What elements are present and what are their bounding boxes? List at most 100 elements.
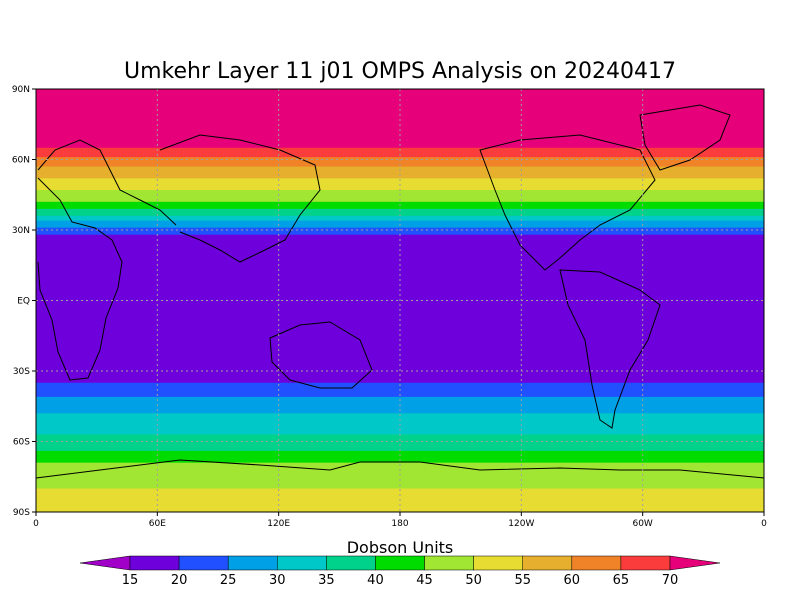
contour-band — [36, 441, 764, 445]
colorbar-swatch — [571, 555, 622, 571]
contour-band — [36, 220, 764, 224]
contour-band — [36, 140, 764, 144]
contour-band — [36, 507, 764, 511]
colorbar-swatch — [178, 555, 229, 571]
colorbar-tick-label: 50 — [465, 573, 482, 588]
contour-band — [36, 500, 764, 504]
contour-band — [36, 314, 764, 318]
contour-band — [36, 194, 764, 198]
contour-band — [36, 112, 764, 116]
contour-band — [36, 121, 764, 125]
contour-band — [36, 119, 764, 123]
contour-band — [36, 371, 764, 374]
contour-band — [36, 345, 764, 349]
contour-band — [36, 415, 764, 419]
contour-band — [36, 361, 764, 365]
contour-band — [36, 446, 764, 450]
contour-band — [36, 274, 764, 278]
colorbar-tick-label: 35 — [318, 573, 335, 588]
contour-band — [36, 472, 764, 475]
colorbar-ticks: 15 20 25 30 35 40 45 50 55 60 65 70 — [122, 573, 679, 588]
colorbar-tick-label: 30 — [269, 573, 286, 588]
contour-band — [36, 432, 764, 436]
contour-band — [36, 467, 764, 471]
contour-band — [36, 465, 764, 468]
colorbar-swatch — [129, 555, 180, 571]
map-plot-area — [36, 89, 764, 512]
contour-band — [36, 469, 764, 473]
coastline-antarctica — [36, 459, 764, 479]
contour-band — [36, 392, 764, 396]
contour-band — [36, 190, 764, 193]
contour-band — [36, 255, 764, 259]
contour-band — [36, 429, 764, 433]
y-tick-label: EQ — [17, 297, 30, 307]
contour-band — [36, 100, 764, 104]
contour-band — [36, 272, 764, 276]
colorbar-swatch — [424, 555, 474, 571]
longitude-ticks: 0 60E 120E 180 120W 60W 0 — [33, 512, 767, 529]
colorbar-tick-label: 40 — [367, 573, 384, 588]
x-tick-label: 120W — [508, 519, 534, 529]
colorbar-tick-label: 70 — [662, 573, 679, 588]
contour-band — [36, 305, 764, 309]
contour-band — [36, 309, 764, 313]
contour-band — [36, 265, 764, 269]
contour-band — [36, 427, 764, 431]
contour-band — [36, 300, 764, 304]
contour-band — [36, 152, 764, 156]
contour-band — [36, 211, 764, 215]
contour-band — [36, 495, 764, 499]
contour-band — [36, 175, 764, 179]
contour-band — [36, 340, 764, 344]
contour-band — [36, 331, 764, 334]
contour-band — [36, 246, 764, 250]
contour-band — [36, 352, 764, 356]
contour-band — [36, 114, 764, 118]
contour-band — [36, 145, 764, 149]
x-tick-label: 120E — [267, 519, 290, 529]
x-tick-label: 0 — [761, 519, 767, 529]
colorbar-swatch — [473, 555, 523, 571]
contour-band — [36, 161, 764, 165]
contour-band — [36, 326, 764, 330]
contour-band — [36, 406, 764, 410]
x-tick-label: 180 — [391, 519, 408, 529]
contour-band — [36, 105, 764, 109]
contour-band — [36, 380, 764, 384]
contour-band — [36, 281, 764, 285]
contour-band — [36, 260, 764, 264]
colorbar-swatch — [620, 555, 671, 571]
contour-band — [36, 321, 764, 325]
contour-band — [36, 436, 764, 440]
contour-band — [36, 420, 764, 424]
contour-band — [36, 335, 764, 339]
contour-band — [36, 481, 764, 485]
colorbar-tick-label: 20 — [171, 573, 188, 588]
contour-band — [36, 230, 764, 233]
y-tick-label: 90S — [13, 508, 30, 518]
contour-band — [36, 192, 764, 196]
contour-band — [36, 356, 764, 360]
contour-band — [36, 455, 764, 459]
contour-band — [36, 232, 764, 236]
coastline-north-america — [479, 134, 656, 271]
contour-band — [36, 225, 764, 229]
contour-band — [36, 387, 764, 391]
contour-band — [36, 269, 764, 273]
colorbar-arrow-low — [79, 555, 131, 571]
colorbar-tick-label: 60 — [564, 573, 581, 588]
contour-band — [36, 131, 764, 135]
contour-band — [36, 347, 764, 351]
contour-band — [36, 486, 764, 490]
colorbar-tick-label: 25 — [220, 573, 237, 588]
y-tick-label: 60S — [13, 438, 30, 448]
coastline-asia — [159, 134, 321, 263]
colorbar-swatch — [375, 555, 425, 571]
graticule — [36, 89, 764, 512]
latitude-ticks: 90N 60N 30N EQ 30S 60S 90S — [12, 85, 36, 518]
colorbar-arrow-high — [669, 555, 721, 571]
colorbar-swatch — [277, 555, 327, 571]
y-tick-label: 90N — [12, 85, 30, 95]
